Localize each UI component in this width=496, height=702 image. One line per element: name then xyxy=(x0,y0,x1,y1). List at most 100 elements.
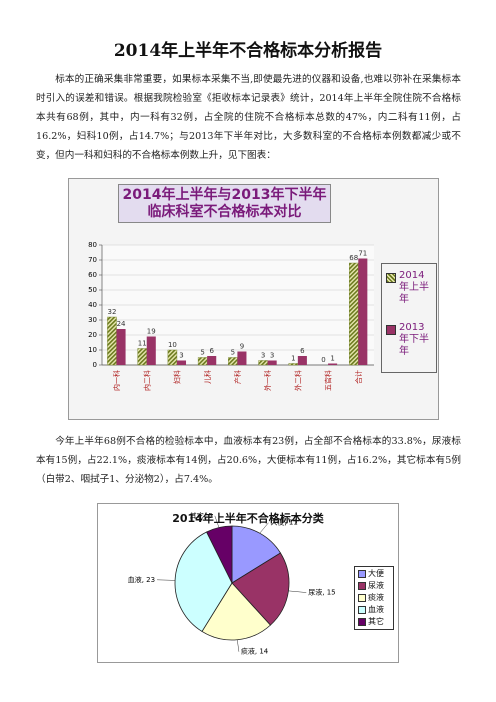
bar xyxy=(228,357,238,366)
legend-item: 2013年下半年 xyxy=(386,322,429,358)
data-label: 3 xyxy=(261,352,265,360)
chart-title: 2014年上半年与2013年下半年临床科室不合格标本对比 xyxy=(118,184,331,223)
data-label: 24 xyxy=(117,320,126,328)
data-label: 1 xyxy=(330,355,334,363)
bar xyxy=(137,348,147,366)
data-label: 0 xyxy=(321,356,325,364)
legend-swatch xyxy=(358,618,366,626)
bar xyxy=(288,363,299,366)
bar xyxy=(267,360,277,365)
data-label: 32 xyxy=(108,308,117,316)
bar xyxy=(107,316,117,366)
legend-item: 2014年上半年 xyxy=(386,270,429,306)
legend-item: 痰液 xyxy=(358,592,398,604)
x-tick-label: 内二科 xyxy=(142,370,151,391)
bar xyxy=(207,356,217,365)
bar xyxy=(197,357,208,366)
legend-swatch xyxy=(386,273,396,283)
data-label: 71 xyxy=(358,250,367,258)
x-tick-label: 儿科 xyxy=(203,370,212,384)
legend-swatch xyxy=(358,594,366,602)
y-tick-label: 30 xyxy=(88,316,97,324)
leader-line xyxy=(214,515,220,528)
legend-item: 其它 xyxy=(358,616,398,628)
data-label: 11 xyxy=(138,340,147,348)
data-label: 血液, 23 xyxy=(128,575,155,584)
bar xyxy=(258,360,268,366)
bar-chart: 0 10 20 30 40 50 60 70 80 32 24 内一科 11 19 内二科 10 3 妇科 5 6 儿科… xyxy=(68,178,439,420)
data-label: 19 xyxy=(147,328,156,336)
pie-slice xyxy=(206,525,233,584)
data-label: 痰液, 14 xyxy=(241,647,269,656)
legend-item: 大便 xyxy=(358,568,398,580)
data-label: 1 xyxy=(291,355,295,363)
legend-label: 血液 xyxy=(368,605,384,614)
chart-title: 2014年上半年不合格标本分类 xyxy=(172,512,324,525)
leader-line xyxy=(237,639,240,652)
bar xyxy=(116,329,126,365)
legend-item: 血液 xyxy=(358,604,398,616)
legend-label: 2014年上半年 xyxy=(399,270,429,305)
legend: 大便尿液痰液血液其它 xyxy=(354,566,394,630)
bar xyxy=(297,356,307,365)
bar xyxy=(237,351,247,365)
pie-slice xyxy=(231,552,290,626)
bar xyxy=(167,349,178,366)
legend-label: 大便 xyxy=(368,569,384,578)
pie-slice xyxy=(231,525,282,584)
legend-item: 尿液 xyxy=(358,580,398,592)
bar xyxy=(146,336,156,365)
y-tick-label: 60 xyxy=(88,271,97,279)
x-tick-label: 内一科 xyxy=(112,370,121,391)
x-tick-label: 产科 xyxy=(233,370,242,384)
legend: 2014年上半年 2013年下半年 xyxy=(381,263,437,373)
bar xyxy=(176,360,187,365)
y-tick-label: 10 xyxy=(88,346,97,354)
legend-label: 尿液 xyxy=(368,581,384,590)
y-tick-label: 0 xyxy=(93,361,97,369)
pie-slice xyxy=(174,531,233,633)
legend-swatch xyxy=(358,582,366,590)
data-label: 6 xyxy=(300,347,305,355)
data-label: 3 xyxy=(179,352,183,360)
paragraph: 今年上半年68例不合格的检验标本中，血液标本有23例，占全部不合格标本的33.8… xyxy=(36,436,461,485)
legend-label: 2013年下半年 xyxy=(399,322,429,357)
bar xyxy=(349,262,359,366)
legend-swatch xyxy=(386,325,396,335)
data-label: 5 xyxy=(200,349,204,357)
x-tick-label: 五官科 xyxy=(324,370,333,391)
leader-line xyxy=(259,522,269,534)
legend-label: 其它 xyxy=(368,617,384,626)
data-label: 6 xyxy=(209,347,214,355)
legend-swatch xyxy=(358,570,366,578)
bar xyxy=(328,363,338,365)
pie-plot: 大便, 11 尿液, 15 痰液, 14 血液, 23 其它, 5 xyxy=(128,511,336,656)
y-tick-label: 50 xyxy=(88,286,97,294)
pie-chart: 大便, 11 尿液, 15 痰液, 14 血液, 23 其它, 5 2014年上半年不合… xyxy=(97,503,399,663)
x-tick-label: 合计 xyxy=(354,370,363,384)
y-tick-label: 80 xyxy=(88,241,97,249)
y-tick-label: 70 xyxy=(88,256,97,264)
leader-line xyxy=(288,590,307,593)
data-label: 大便, 11 xyxy=(270,518,297,527)
legend-swatch xyxy=(358,606,366,614)
legend-label: 痰液 xyxy=(368,593,384,602)
doc-title: 2014年上半年不合格标本分析报告 xyxy=(113,41,383,61)
x-tick-label: 妇科 xyxy=(173,370,182,384)
paragraph: 标本的正确采集非常重要，如果标本采集不当,即使最先进的仪器和设备,也难以弥补在采… xyxy=(36,74,461,161)
data-label: 9 xyxy=(240,343,244,351)
x-tick-label: 外二科 xyxy=(293,370,302,391)
bar xyxy=(358,258,368,365)
x-tick-label: 外一科 xyxy=(263,370,272,391)
data-label: 尿液, 15 xyxy=(308,588,335,597)
leader-line xyxy=(157,579,176,581)
data-label: 3 xyxy=(270,352,274,360)
data-label: 10 xyxy=(168,341,177,349)
data-label: 5 xyxy=(231,349,235,357)
data-label: 68 xyxy=(349,254,358,262)
y-tick-label: 40 xyxy=(88,301,97,309)
data-label: 其它, 5 xyxy=(190,511,213,520)
y-tick-label: 20 xyxy=(88,331,97,339)
